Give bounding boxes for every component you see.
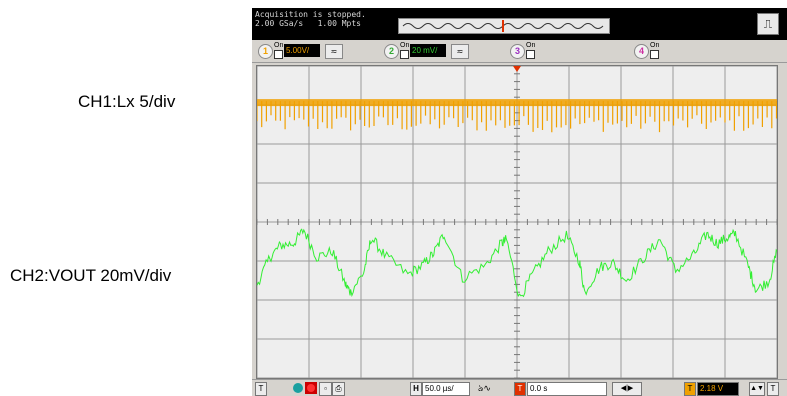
channel-3-number: 3 (510, 44, 525, 59)
ch1-high-band (257, 99, 777, 107)
ch1-label: CH1:Lx 5/div (78, 92, 176, 111)
waveform-plot (257, 66, 777, 378)
channel-2-number: 2 (384, 44, 399, 59)
trigger-position-marker (513, 66, 521, 72)
channel-controls: 1 On 5.00V/ ≂ 2 On 20 mV/ ≂ 3 On 4 On (252, 40, 787, 63)
ch2-label: CH2:VOUT 20mV/div (10, 266, 172, 285)
trigger-level-label: T (684, 382, 696, 396)
overview-waveform-icon (402, 20, 604, 32)
oscilloscope-screen: Acquisition is stopped. 2.00 GSa/s 1.00 … (252, 8, 787, 396)
channel-1-on-label: On (274, 42, 284, 49)
delay-field[interactable]: 0.0 s (527, 382, 607, 396)
pulse-trigger-icon[interactable]: ⎍ (757, 13, 779, 35)
timebase-field[interactable]: 50.0 µs/ (422, 382, 470, 396)
channel-3-checkbox[interactable] (526, 50, 535, 59)
channel-2-coupling-icon[interactable]: ≂ (451, 44, 469, 59)
ch-marker-right: T (767, 382, 779, 396)
waveform-display (256, 65, 778, 379)
channel-1-checkbox[interactable] (274, 50, 283, 59)
channel-1-scale[interactable]: 5.00V/ (284, 44, 320, 57)
status-line-2: 2.00 GSa/s 1.00 Mpts (255, 19, 361, 28)
zoom-icon[interactable]: ঌ∿ (478, 383, 491, 393)
channel-1-number: 1 (258, 44, 273, 59)
channel-2-scale[interactable]: 20 mV/ (410, 44, 446, 57)
acquisition-status: Acquisition is stopped. 2.00 GSa/s 1.00 … (255, 10, 366, 28)
delay-trigger-label: T (514, 382, 526, 396)
ch2-waveform (257, 228, 777, 298)
channel-2-on-label: On (400, 42, 410, 49)
status-bar: Acquisition is stopped. 2.00 GSa/s 1.00 … (252, 8, 787, 40)
channel-4-on-label: On (650, 42, 660, 49)
trigger-level-field[interactable]: 2.18 V (697, 382, 739, 396)
level-spin-icon[interactable]: ▲▼ (749, 382, 765, 396)
delay-nav-icon[interactable]: ◀|▶ (612, 382, 642, 396)
horizontal-label: H (410, 382, 422, 396)
run-icon[interactable] (292, 382, 304, 394)
channel-3-on-label: On (526, 42, 536, 49)
channel-4-number: 4 (634, 44, 649, 59)
acquisition-overview[interactable] (398, 18, 610, 34)
stop-icon[interactable] (305, 382, 317, 394)
channel-1-coupling-icon[interactable]: ≂ (325, 44, 343, 59)
channel-4-checkbox[interactable] (650, 50, 659, 59)
bottom-controls: T ▫ ⎙ H 50.0 µs/ ঌ∿ T 0.0 s ◀|▶ T 2.18 V… (252, 379, 787, 396)
status-line-1: Acquisition is stopped. (255, 10, 366, 19)
print-icon[interactable]: ⎙ (332, 382, 345, 396)
ch-marker-left: T (255, 382, 267, 396)
channel-2-checkbox[interactable] (400, 50, 409, 59)
ch1-waveform (257, 101, 777, 133)
single-icon[interactable]: ▫ (319, 382, 332, 396)
